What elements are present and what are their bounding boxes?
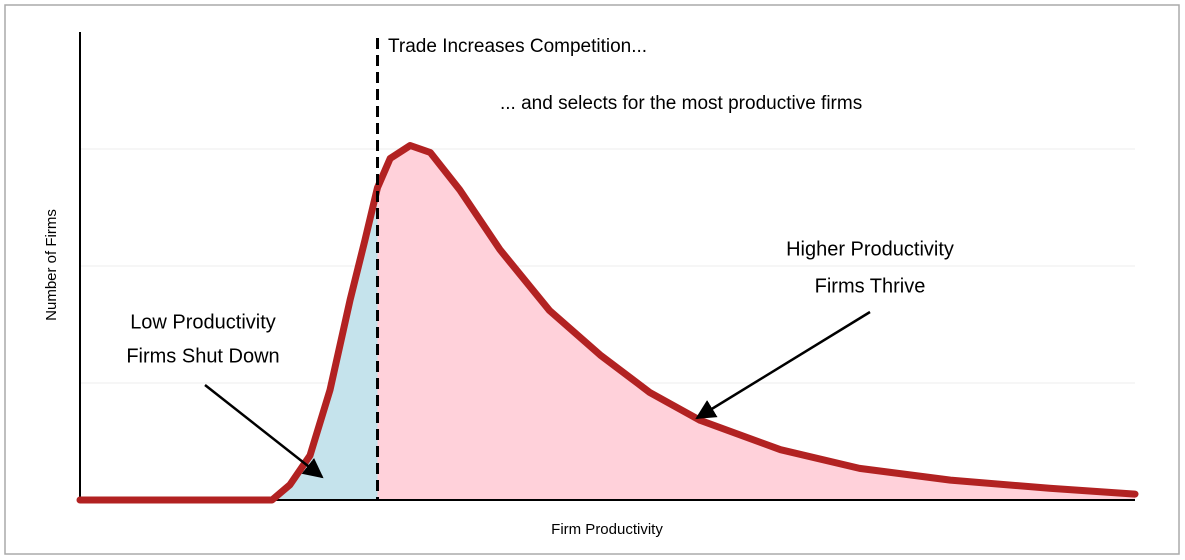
annotation: Firms Thrive: [815, 275, 926, 297]
arrow: [204, 384, 324, 479]
arrow: [695, 310, 871, 420]
marks: [76, 32, 1139, 504]
fills: [80, 145, 1135, 500]
chart-subtitle: ... and selects for the most productive …: [500, 93, 862, 114]
density-line: [76, 142, 1139, 504]
area-high: [377, 145, 1135, 500]
area-low: [80, 187, 378, 500]
x-axis-label: Firm Productivity: [551, 521, 663, 538]
annotation: Low Productivity: [130, 311, 276, 333]
y-axis-label: Number of Firms: [43, 209, 60, 321]
annotation: Higher Productivity: [786, 238, 954, 260]
chart-title: Trade Increases Competition...: [388, 36, 647, 57]
annotation: Firms Shut Down: [126, 345, 279, 367]
